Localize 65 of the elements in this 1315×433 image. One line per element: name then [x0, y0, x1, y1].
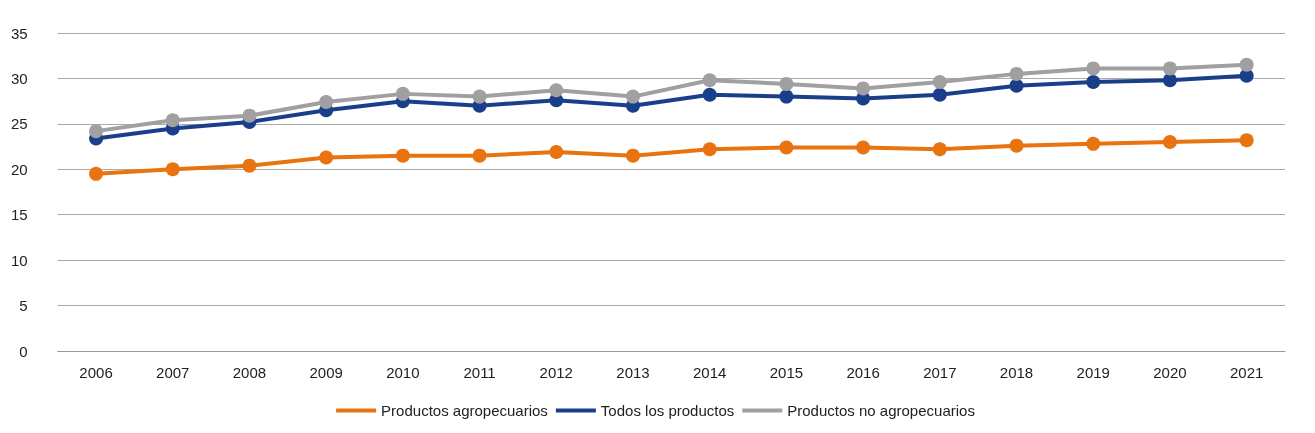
point — [702, 87, 717, 102]
legend-label: Todos los productos — [600, 402, 735, 419]
point — [319, 150, 334, 165]
point — [1009, 78, 1024, 93]
point — [932, 75, 947, 90]
x-tick-label: 2009 — [309, 364, 343, 381]
point — [1162, 61, 1177, 76]
point — [549, 83, 564, 98]
point — [395, 86, 410, 101]
point — [1239, 133, 1254, 148]
x-tick-label: 2017 — [923, 364, 957, 381]
point — [702, 73, 717, 88]
y-tick-label: 30 — [11, 69, 28, 87]
point — [242, 158, 257, 173]
x-tick-label: 2014 — [693, 364, 727, 381]
legend-label: Productos no agropecuarios — [787, 402, 975, 419]
x-tick-label: 2021 — [1229, 364, 1264, 381]
y-tick-label: 35 — [11, 24, 28, 42]
point — [319, 95, 334, 110]
y-tick-label: 0 — [19, 342, 28, 360]
point — [856, 140, 871, 155]
y-tick-label: 20 — [11, 160, 28, 178]
point — [1162, 135, 1177, 150]
point — [549, 145, 564, 160]
point — [165, 162, 180, 177]
x-tick-label: 2019 — [1076, 364, 1110, 381]
point — [856, 81, 871, 96]
point — [472, 89, 487, 104]
point — [1086, 61, 1101, 76]
point — [1086, 75, 1101, 90]
legend-label: Productos agropecuarios — [381, 402, 548, 419]
point — [1086, 136, 1101, 151]
point — [779, 76, 794, 91]
y-tick-label: 25 — [11, 115, 28, 133]
point — [89, 124, 104, 139]
point — [1009, 138, 1024, 153]
point — [626, 148, 640, 163]
point — [165, 113, 180, 128]
point — [1239, 57, 1254, 72]
point — [242, 108, 257, 123]
point — [1162, 73, 1177, 88]
point — [702, 142, 717, 157]
point — [932, 142, 947, 157]
point — [1009, 66, 1024, 81]
x-tick-label: 2011 — [463, 364, 496, 381]
x-tick-label: 2015 — [769, 364, 804, 381]
x-tick-label: 2010 — [386, 364, 420, 381]
x-tick-label: 2013 — [616, 364, 650, 381]
y-tick-label: 15 — [11, 206, 28, 224]
point — [932, 87, 947, 102]
point — [395, 148, 410, 163]
y-tick-label: 5 — [19, 297, 28, 315]
x-tick-label: 2012 — [539, 364, 573, 381]
x-tick-label: 2020 — [1153, 364, 1187, 381]
point — [779, 89, 794, 104]
point — [626, 89, 640, 104]
x-tick-label: 2007 — [156, 364, 190, 381]
point — [472, 148, 487, 163]
y-tick-label: 10 — [11, 251, 28, 269]
point — [89, 166, 104, 181]
x-tick-label: 2006 — [79, 364, 113, 381]
x-tick-label: 2008 — [232, 364, 267, 381]
point — [779, 140, 794, 155]
x-tick-label: 2016 — [846, 364, 880, 381]
x-tick-label: 2018 — [999, 364, 1034, 381]
